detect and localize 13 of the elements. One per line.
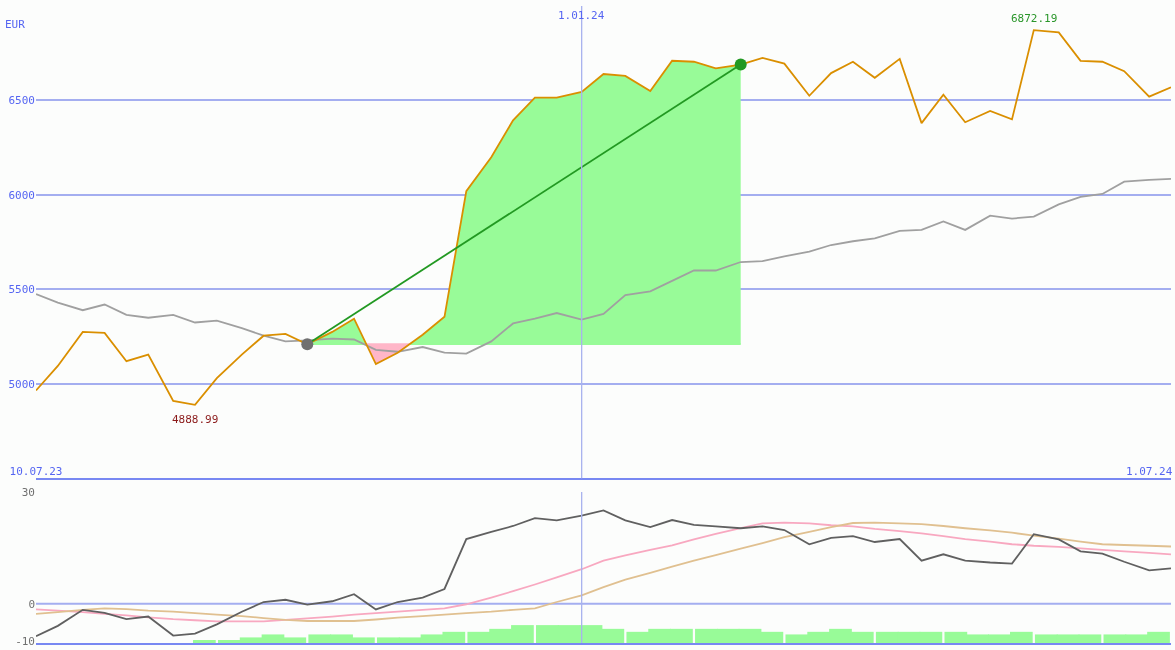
x-tick-label: 10.07.23 — [9, 465, 63, 479]
x-tick-label: 1.07.24 — [1125, 465, 1173, 479]
y-tick-label: 6500 — [8, 94, 35, 108]
y-axis-title: EUR — [5, 18, 26, 31]
y-tick-label: 5000 — [8, 377, 35, 391]
y-tick-label: -10 — [15, 634, 35, 648]
y-tick-label: 6000 — [8, 188, 35, 202]
ref-line-label: 1.01.24 — [558, 9, 605, 22]
annotation: 4888.99 — [172, 413, 219, 426]
y-tick-label: 30 — [21, 485, 35, 499]
y-tick-label: 0 — [28, 597, 35, 611]
y-tick-label: 5500 — [8, 283, 35, 297]
annotation: 6872.19 — [1011, 12, 1058, 25]
